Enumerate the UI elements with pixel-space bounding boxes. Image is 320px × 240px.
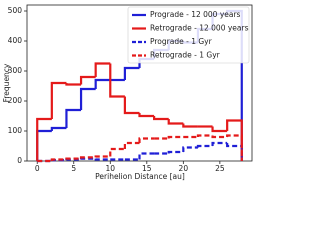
histogram-step <box>153 116 169 121</box>
histogram-step <box>50 126 67 131</box>
histogram-step <box>79 157 96 160</box>
x-axis-label: Perihelion Distance [au] <box>95 172 185 181</box>
histogram-step <box>196 144 213 148</box>
legend-label: Retrograde - 1 Gyr <box>150 51 221 60</box>
histogram-step <box>79 156 96 159</box>
histogram-step <box>182 123 198 128</box>
histogram-step <box>79 75 96 85</box>
histogram-step <box>138 113 155 118</box>
y-tick-label: 0 <box>17 156 22 165</box>
x-tick-label: 0 <box>35 164 40 173</box>
histogram-step <box>226 119 243 161</box>
x-tick-label: 10 <box>106 164 116 173</box>
x-tick-label: 15 <box>142 164 152 173</box>
x-tick-label: 5 <box>71 164 76 173</box>
legend-label: Prograde - 12 000 years <box>150 10 241 19</box>
histogram-step <box>167 119 184 125</box>
histogram-step <box>196 134 213 137</box>
histogram-step <box>94 78 111 89</box>
histogram-step <box>94 158 111 161</box>
histogram-step <box>226 134 243 161</box>
y-tick-label: 500 <box>8 6 23 15</box>
y-axis-label: Frequency <box>2 63 11 102</box>
histogram-step <box>167 135 184 139</box>
histogram-step <box>211 135 228 139</box>
histogram-step <box>182 146 198 152</box>
x-tick-label: 25 <box>215 164 225 173</box>
y-tick-label: 300 <box>8 66 23 75</box>
histogram-step <box>79 87 96 110</box>
histogram-step <box>36 117 52 161</box>
histogram-step <box>109 63 125 98</box>
legend-box <box>127 6 250 64</box>
y-tick-label: 400 <box>8 36 23 45</box>
histogram-step <box>211 141 228 146</box>
histogram-step <box>65 157 82 160</box>
chart: Perihelion Distance [au] Frequency 01002… <box>2 4 253 181</box>
histogram-step <box>123 66 140 80</box>
histogram-step <box>167 150 184 154</box>
histogram-step <box>94 155 111 158</box>
legend-label: Retrograde - 12 000 years <box>150 24 249 33</box>
histogram-step <box>123 141 140 149</box>
legend-label: Prograde - 1 Gyr <box>150 37 213 46</box>
histogram-step <box>138 137 155 143</box>
histogram-step <box>50 158 67 161</box>
histogram-step <box>109 147 125 157</box>
histogram-step <box>123 96 140 115</box>
plot-frame <box>26 4 253 162</box>
histogram-step <box>65 108 82 128</box>
histogram-step <box>226 143 243 161</box>
histogram-step <box>94 62 111 77</box>
histogram-step <box>138 152 155 160</box>
histogram-step <box>36 129 52 161</box>
histogram-step <box>211 126 228 133</box>
y-tick-label: 200 <box>8 96 23 105</box>
histogram-step <box>65 83 82 86</box>
histogram-step <box>50 81 67 119</box>
y-tick-label: 100 <box>8 126 23 135</box>
x-tick-label: 20 <box>179 164 189 173</box>
